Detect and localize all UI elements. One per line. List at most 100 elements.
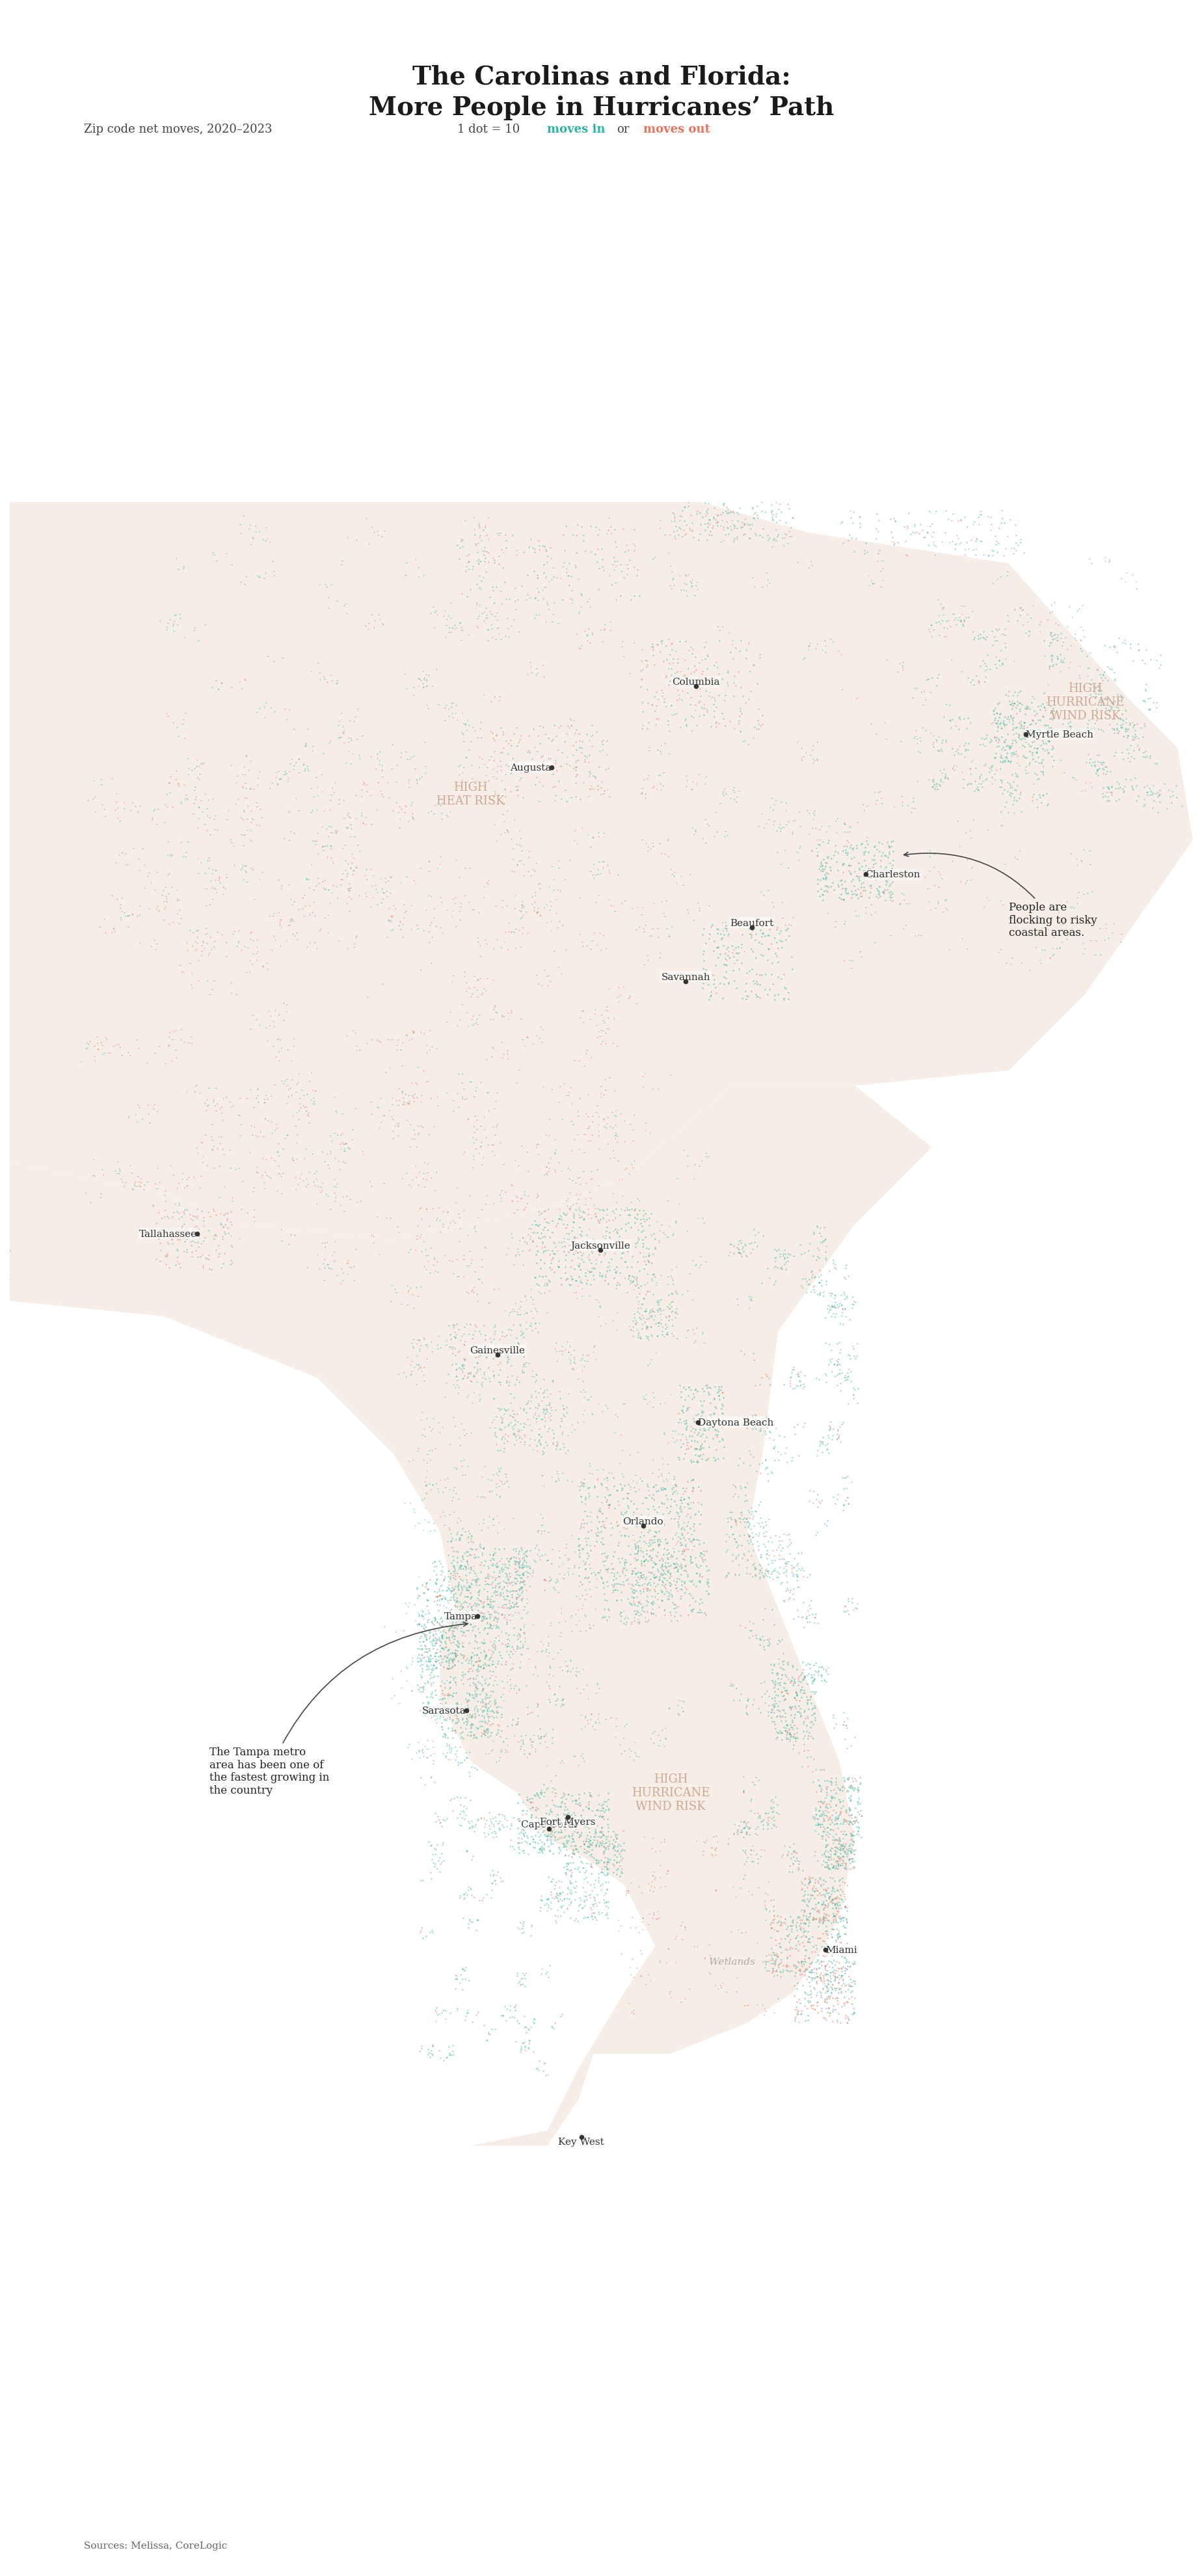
Point [677, 1388, 696, 1430]
Point [496, 1363, 516, 1404]
Point [422, 665, 441, 706]
Point [576, 1185, 595, 1226]
Point [108, 1141, 127, 1182]
Point [749, 1404, 768, 1445]
Point [510, 1569, 529, 1610]
Point [814, 1798, 833, 1839]
Point [433, 1698, 452, 1739]
Point [1082, 744, 1101, 786]
Point [714, 914, 733, 956]
Point [596, 1211, 615, 1252]
Point [877, 837, 897, 878]
Point [813, 850, 832, 891]
Point [452, 1455, 471, 1497]
Point [632, 1589, 651, 1631]
Point [492, 1461, 511, 1502]
Point [572, 1350, 591, 1391]
Point [599, 747, 618, 788]
Point [470, 935, 489, 976]
Point [534, 1716, 553, 1757]
Point [775, 1543, 795, 1584]
Point [172, 1216, 191, 1257]
Point [1036, 773, 1055, 814]
Point [328, 706, 347, 747]
Point [724, 1664, 743, 1705]
Point [763, 1899, 783, 1940]
Point [281, 811, 300, 853]
Point [477, 1175, 496, 1216]
Point [642, 1577, 661, 1618]
Point [494, 1414, 513, 1455]
Point [457, 1829, 476, 1870]
Point [774, 1901, 793, 1942]
Point [789, 1991, 808, 2032]
Point [458, 1533, 477, 1574]
Point [466, 1118, 486, 1159]
Point [520, 1388, 540, 1430]
Point [776, 1548, 796, 1589]
Point [726, 1522, 745, 1564]
Point [833, 1814, 852, 1855]
Point [531, 1512, 551, 1553]
Point [826, 1847, 845, 1888]
Point [484, 1592, 504, 1633]
Point [827, 1365, 846, 1406]
Point [621, 1584, 641, 1625]
Point [629, 1530, 648, 1571]
Point [762, 1558, 781, 1600]
Point [994, 739, 1013, 781]
Point [435, 1636, 454, 1677]
Point [845, 1978, 864, 2020]
Point [831, 634, 850, 675]
Point [813, 1873, 832, 1914]
Point [243, 518, 262, 559]
Point [576, 1113, 595, 1154]
Point [714, 770, 733, 811]
Point [458, 1097, 477, 1139]
Point [745, 1365, 764, 1406]
Point [456, 1654, 475, 1695]
Point [411, 757, 430, 799]
Point [528, 1512, 547, 1553]
Point [839, 1955, 858, 1996]
Point [593, 721, 612, 762]
Point [953, 605, 972, 647]
Point [167, 1211, 186, 1252]
Text: Augusta: Augusta [510, 762, 551, 773]
Point [530, 1422, 549, 1463]
Point [587, 1558, 606, 1600]
Point [463, 1646, 482, 1687]
Point [329, 1149, 349, 1190]
Point [748, 479, 767, 520]
Point [504, 1587, 523, 1628]
Point [778, 909, 797, 951]
Point [849, 1777, 868, 1819]
Point [394, 1077, 413, 1118]
Point [639, 1381, 659, 1422]
Point [1027, 729, 1046, 770]
Point [768, 1785, 787, 1826]
Point [814, 1662, 833, 1703]
Point [660, 1592, 679, 1633]
Point [688, 884, 707, 925]
Point [474, 1618, 493, 1659]
Point [433, 1734, 452, 1775]
Point [410, 1332, 429, 1373]
Point [619, 1870, 638, 1911]
Point [620, 1543, 639, 1584]
Point [1142, 788, 1161, 829]
Point [513, 1231, 532, 1273]
Point [514, 1540, 534, 1582]
Point [940, 701, 959, 742]
Point [986, 716, 1005, 757]
Point [446, 1303, 465, 1345]
Point [323, 773, 343, 814]
Point [784, 1597, 803, 1638]
Point [823, 1476, 843, 1517]
Point [714, 963, 733, 1005]
Point [490, 618, 510, 659]
Point [541, 902, 560, 943]
Point [831, 1878, 850, 1919]
Point [415, 1765, 434, 1806]
Point [766, 1664, 785, 1705]
